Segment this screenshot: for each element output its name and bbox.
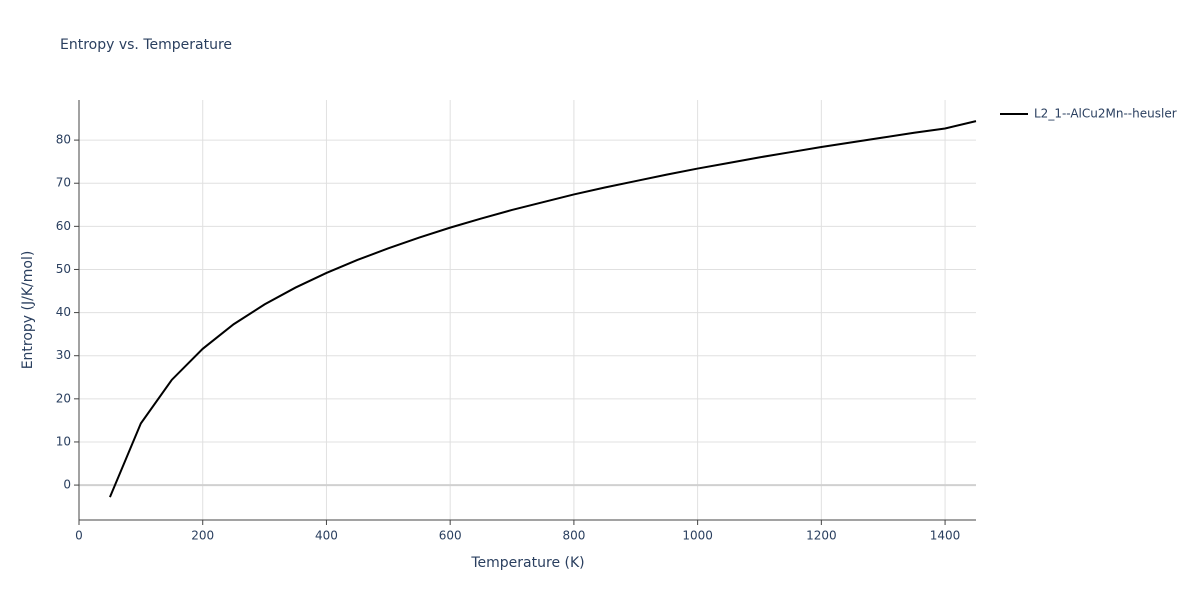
x-tick-label: 200	[191, 529, 214, 543]
y-tick-label: 60	[56, 219, 71, 233]
x-tick-label: 800	[562, 529, 585, 543]
y-tick-label: 20	[56, 391, 71, 405]
x-tick-label: 1000	[682, 529, 713, 543]
x-tick-label: 1200	[806, 529, 837, 543]
x-tick-label: 1400	[930, 529, 961, 543]
y-tick-label: 50	[56, 262, 71, 276]
y-tick-label: 40	[56, 305, 71, 319]
x-tick-label: 600	[439, 529, 462, 543]
legend-label: L2_1--AlCu2Mn--heusler	[1034, 107, 1177, 121]
y-tick-label: 70	[56, 176, 71, 190]
y-axis-title: Entropy (J/K/mol)	[20, 251, 36, 370]
y-tick-label: 30	[56, 348, 71, 362]
y-tick-label: 0	[63, 478, 71, 492]
data-line	[109, 120, 977, 498]
chart-title: Entropy vs. Temperature	[60, 37, 232, 53]
x-axis-title: Temperature (K)	[470, 555, 584, 571]
y-tick-label: 10	[56, 434, 71, 448]
x-tick-label: 400	[315, 529, 338, 543]
y-tick-label: 80	[56, 133, 71, 147]
x-tick-label: 0	[75, 529, 83, 543]
